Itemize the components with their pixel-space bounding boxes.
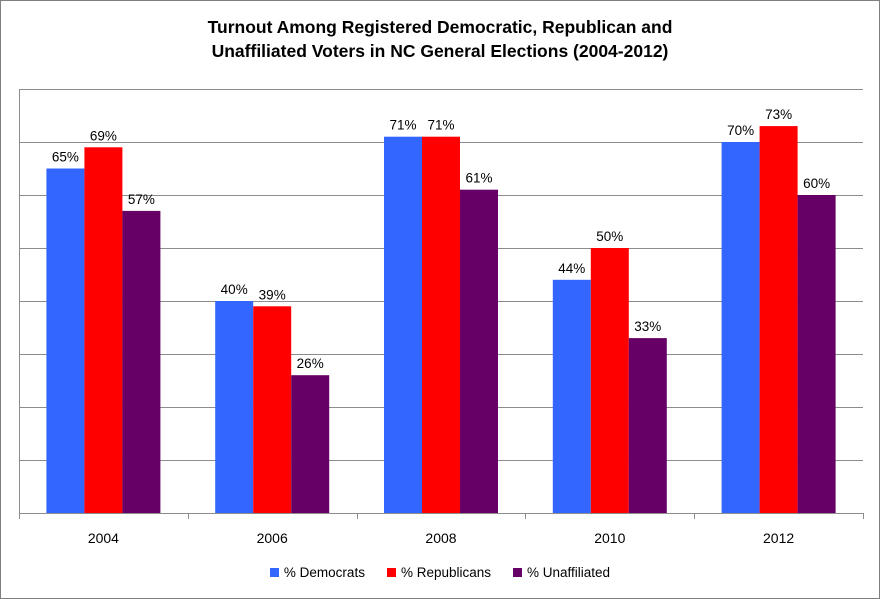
legend-item-democrats: % Democrats <box>269 565 365 580</box>
data-label: 57% <box>128 192 155 207</box>
x-tick-label: 2008 <box>425 530 456 546</box>
data-label: 26% <box>297 356 324 371</box>
x-tick-label: 2004 <box>88 530 119 546</box>
bar-2008-0 <box>384 136 422 513</box>
bar-2008-2 <box>460 189 498 513</box>
legend: % Democrats % Republicans % Unaffiliated <box>1 565 879 580</box>
legend-swatch-democrats <box>269 568 279 577</box>
legend-label-republicans: % Republicans <box>400 565 492 580</box>
x-tick-label: 2010 <box>594 530 625 546</box>
legend-label-democrats: % Democrats <box>283 565 365 580</box>
bar-2010-1 <box>590 248 629 513</box>
bar-2004-2 <box>122 210 161 513</box>
data-label: 69% <box>90 128 117 143</box>
bar-2010-0 <box>552 279 591 513</box>
data-label: 70% <box>727 123 754 138</box>
legend-item-unaffiliated: % Unaffiliated <box>513 565 610 580</box>
bar-2012-1 <box>759 126 798 513</box>
legend-swatch-republicans <box>386 568 396 577</box>
data-label: 65% <box>52 150 79 165</box>
data-label: 71% <box>427 118 454 133</box>
bar-2006-0 <box>215 301 254 513</box>
bar-2006-1 <box>253 306 292 513</box>
data-label: 50% <box>596 229 623 244</box>
bar-2004-0 <box>46 168 85 513</box>
data-label: 40% <box>221 282 248 297</box>
data-label: 33% <box>634 319 661 334</box>
bar-2004-1 <box>84 147 123 514</box>
data-label: 61% <box>465 171 492 186</box>
bar-2012-2 <box>797 195 836 513</box>
data-label: 39% <box>259 287 286 302</box>
data-label: 44% <box>558 261 585 276</box>
data-label: 71% <box>389 118 416 133</box>
bar-2012-0 <box>721 142 760 513</box>
bar-2008-1 <box>422 136 460 513</box>
bar-2010-2 <box>628 338 667 513</box>
x-tick-label: 2012 <box>763 530 794 546</box>
data-label: 60% <box>803 176 830 191</box>
legend-item-republicans: % Republicans <box>386 565 492 580</box>
x-tick-label: 2006 <box>257 530 288 546</box>
chart-title-line-2: Unaffiliated Voters in NC General Electi… <box>211 41 669 61</box>
data-label: 73% <box>765 107 792 122</box>
chart-title: Turnout Among Registered Democratic, Rep… <box>1 15 879 63</box>
bar-2006-2 <box>291 375 330 513</box>
chart-title-line-1: Turnout Among Registered Democratic, Rep… <box>207 17 673 37</box>
legend-label-unaffiliated: % Unaffiliated <box>527 565 611 580</box>
legend-swatch-unaffiliated <box>513 568 523 577</box>
